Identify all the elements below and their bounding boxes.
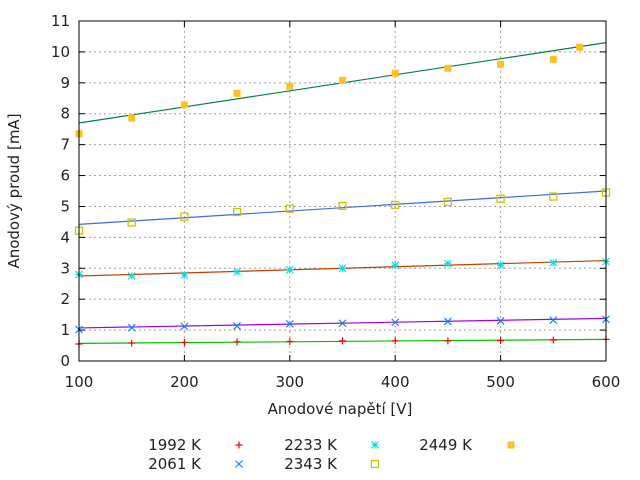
data-point (128, 339, 136, 347)
data-point (497, 337, 505, 345)
legend-label: 2061 K (148, 455, 202, 473)
data-point (286, 338, 294, 346)
data-point (180, 101, 188, 109)
y-axis-label: Anodový proud [mA] (5, 113, 23, 268)
data-point (285, 320, 294, 328)
y-tick-label: 3 (60, 259, 70, 277)
data-point (496, 194, 505, 203)
x-tick-label: 600 (592, 373, 621, 391)
y-tick-label: 7 (60, 136, 70, 154)
data-point (391, 337, 399, 345)
fit-line-3 (78, 190, 607, 225)
data-point (549, 316, 558, 325)
data-point (338, 319, 347, 328)
legend-marker (507, 441, 515, 449)
data-point (285, 204, 294, 213)
legend-marker (371, 441, 379, 449)
y-tick-label: 6 (60, 167, 70, 185)
data-point (576, 43, 584, 51)
plot-border (78, 20, 607, 362)
y-tick-label: 11 (51, 12, 70, 30)
y-tick-label: 8 (60, 105, 70, 123)
y-tick-label: 4 (60, 228, 70, 246)
series-4 (75, 43, 584, 138)
data-point (444, 259, 452, 268)
x-tick-label: 100 (65, 373, 94, 391)
data-point (391, 69, 399, 77)
data-point (444, 337, 452, 345)
data-point (339, 337, 346, 345)
data-points (74, 43, 611, 348)
data-point (233, 268, 241, 276)
legend-marker (235, 441, 243, 449)
data-point (444, 317, 452, 326)
legend-label: 2233 K (284, 436, 338, 454)
data-point (444, 64, 452, 72)
data-point (339, 76, 346, 84)
data-point (286, 82, 294, 90)
y-tick-label: 2 (60, 290, 70, 308)
data-point (127, 323, 136, 332)
fit-lines (78, 42, 607, 344)
x-tick-label: 300 (275, 373, 304, 391)
x-tick-label: 200 (170, 373, 199, 391)
data-point (233, 322, 241, 330)
data-point (391, 318, 400, 327)
legend-marker (235, 460, 243, 468)
y-tick-label: 9 (60, 74, 70, 92)
data-point (497, 60, 505, 68)
y-tick-label: 1 (60, 321, 70, 339)
ticks: 100 200 300 400 500 600 0 1 2 3 4 5 6 7 8 9 10 11 (51, 12, 620, 391)
data-point (127, 218, 136, 227)
legend-marker (370, 459, 380, 469)
data-point (549, 258, 558, 267)
data-point (232, 207, 242, 217)
data-point (549, 192, 558, 201)
y-tick-label: 5 (60, 197, 70, 215)
data-point (127, 272, 136, 280)
legend-label: 1992 K (148, 436, 202, 454)
x-tick-label: 500 (486, 373, 515, 391)
legend-label: 2343 K (284, 455, 338, 473)
y-tick-label: 10 (51, 43, 70, 61)
y-tick-label: 0 (60, 352, 70, 370)
x-axis-label: Anodové napětí [V] (268, 400, 413, 418)
grid (79, 21, 606, 361)
data-point (338, 264, 347, 273)
data-point (180, 322, 189, 331)
data-point (128, 114, 136, 122)
series-0 (75, 335, 610, 348)
data-point (443, 197, 453, 206)
data-point (180, 338, 188, 346)
data-point (391, 200, 400, 210)
series-3 (74, 188, 611, 235)
data-point (180, 271, 189, 279)
data-point (285, 265, 294, 274)
data-point (549, 55, 557, 63)
data-point (338, 201, 347, 210)
data-point (391, 261, 400, 270)
x-tick-label: 400 (381, 373, 410, 391)
data-point (233, 338, 241, 346)
data-point (549, 336, 557, 344)
data-point (496, 316, 505, 325)
data-point (233, 89, 241, 97)
legend-label: 2449 K (419, 436, 473, 454)
data-point (496, 261, 505, 270)
data-point (180, 212, 189, 221)
